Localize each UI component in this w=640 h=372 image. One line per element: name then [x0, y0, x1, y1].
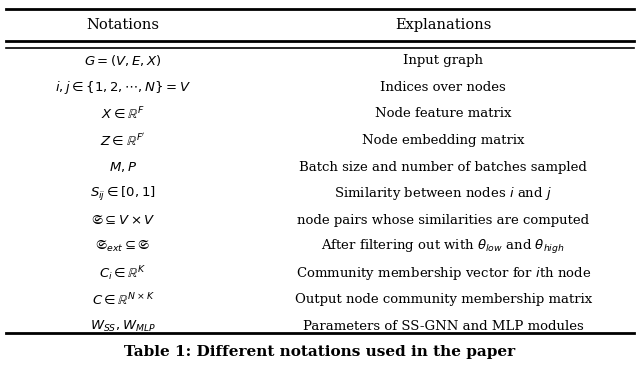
Text: $X \in \mathbb{R}^{F}$: $X \in \mathbb{R}^{F}$	[101, 106, 145, 122]
Text: Node feature matrix: Node feature matrix	[375, 108, 511, 121]
Text: Node embedding matrix: Node embedding matrix	[362, 134, 524, 147]
Text: Similarity between nodes $i$ and $j$: Similarity between nodes $i$ and $j$	[334, 185, 552, 202]
Text: $Z \in \mathbb{R}^{F^{\prime}}$: $Z \in \mathbb{R}^{F^{\prime}}$	[100, 132, 146, 149]
Text: $S_{ij} \in [0, 1]$: $S_{ij} \in [0, 1]$	[90, 185, 156, 203]
Text: $G = (V, E, X)$: $G = (V, E, X)$	[84, 54, 162, 68]
Text: $C_i \in \mathbb{R}^{K}$: $C_i \in \mathbb{R}^{K}$	[99, 264, 147, 283]
Text: $C \in \mathbb{R}^{N \times K}$: $C \in \mathbb{R}^{N \times K}$	[92, 292, 155, 308]
Text: $\mathfrak{S}_{ext} \subseteq \mathfrak{S}$: $\mathfrak{S}_{ext} \subseteq \mathfrak{…	[95, 239, 151, 254]
Text: Notations: Notations	[86, 18, 160, 32]
Text: Output node community membership matrix: Output node community membership matrix	[294, 293, 592, 306]
Text: $W_{SS}, W_{MLP}$: $W_{SS}, W_{MLP}$	[90, 319, 156, 334]
Text: Community membership vector for $i$th node: Community membership vector for $i$th no…	[296, 265, 591, 282]
Text: Table 1: Different notations used in the paper: Table 1: Different notations used in the…	[124, 344, 516, 359]
Text: After filtering out with $\theta_{low}$ and $\theta_{high}$: After filtering out with $\theta_{low}$ …	[321, 238, 565, 256]
Text: Indices over nodes: Indices over nodes	[380, 81, 506, 94]
Text: Parameters of SS-GNN and MLP modules: Parameters of SS-GNN and MLP modules	[303, 320, 584, 333]
Text: $M, P$: $M, P$	[109, 160, 138, 174]
Text: Explanations: Explanations	[395, 18, 492, 32]
Text: node pairs whose similarities are computed: node pairs whose similarities are comput…	[297, 214, 589, 227]
Text: $\mathfrak{S} \subseteq V \times V$: $\mathfrak{S} \subseteq V \times V$	[91, 214, 156, 227]
Text: $i, j \in \{1, 2, \cdots, N\} = V$: $i, j \in \{1, 2, \cdots, N\} = V$	[55, 79, 191, 96]
Text: Batch size and number of batches sampled: Batch size and number of batches sampled	[300, 161, 587, 174]
Text: Input graph: Input graph	[403, 54, 483, 67]
